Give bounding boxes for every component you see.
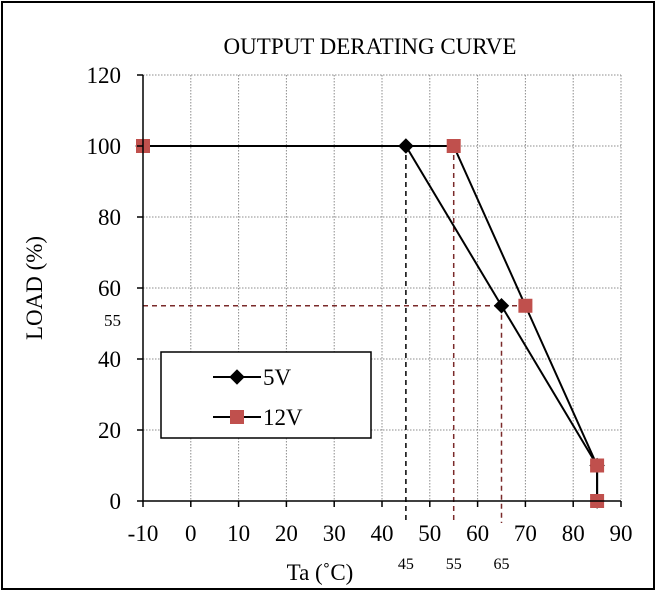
legend-label-5V: 5V bbox=[263, 365, 292, 390]
ref-label-x-55: 55 bbox=[446, 556, 462, 573]
series-5V-point-2 bbox=[493, 298, 510, 314]
y-tick-label-1: 20 bbox=[98, 418, 121, 443]
series-12V-point-3 bbox=[590, 458, 605, 473]
y-axis-label: LOAD (%) bbox=[22, 236, 47, 340]
legend-box bbox=[160, 351, 372, 439]
series-12V-point-1 bbox=[446, 139, 461, 153]
x-tick-label-9: 80 bbox=[562, 521, 585, 546]
legend-label-12V: 12V bbox=[263, 405, 303, 430]
reference-lines: 45 55 65 55 bbox=[104, 146, 526, 573]
x-tick-label-1: 0 bbox=[185, 521, 197, 546]
legend-marker-5V bbox=[229, 369, 245, 385]
ref-label-x-45: 45 bbox=[398, 556, 414, 573]
x-tick-label-3: 20 bbox=[275, 521, 298, 546]
y-tick-label-4: 80 bbox=[98, 205, 121, 230]
ref-label-y-55: 55 bbox=[104, 311, 121, 330]
x-tick-label-4: 30 bbox=[323, 521, 346, 546]
y-tick-label-5: 100 bbox=[87, 134, 122, 159]
y-tick-label-3: 60 bbox=[98, 276, 121, 301]
x-tick-label-7: 60 bbox=[466, 521, 489, 546]
y-tick-label-2: 40 bbox=[98, 347, 121, 372]
ref-label-x-65: 65 bbox=[494, 556, 510, 573]
x-tick-label-0: -10 bbox=[128, 521, 159, 546]
x-tick-label-6: 50 bbox=[418, 521, 441, 546]
x-tick-label-8: 70 bbox=[514, 521, 537, 546]
series-group bbox=[135, 138, 605, 509]
x-tick-label-10: 90 bbox=[610, 521, 633, 546]
series-5V-point-1 bbox=[398, 138, 414, 154]
y-tick-label-0: 0 bbox=[110, 489, 122, 514]
y-tick-label-6: 120 bbox=[87, 63, 122, 88]
x-tick-label-2: 10 bbox=[227, 521, 250, 546]
x-tick-label-5: 40 bbox=[371, 521, 394, 546]
series-12V-point-2 bbox=[518, 298, 533, 313]
legend-marker-12V bbox=[230, 410, 244, 424]
legend: 5V 12V bbox=[160, 351, 372, 439]
chart-title: OUTPUT DERATING CURVE bbox=[224, 34, 517, 59]
x-axis-label: Ta (˚C) bbox=[287, 560, 354, 585]
